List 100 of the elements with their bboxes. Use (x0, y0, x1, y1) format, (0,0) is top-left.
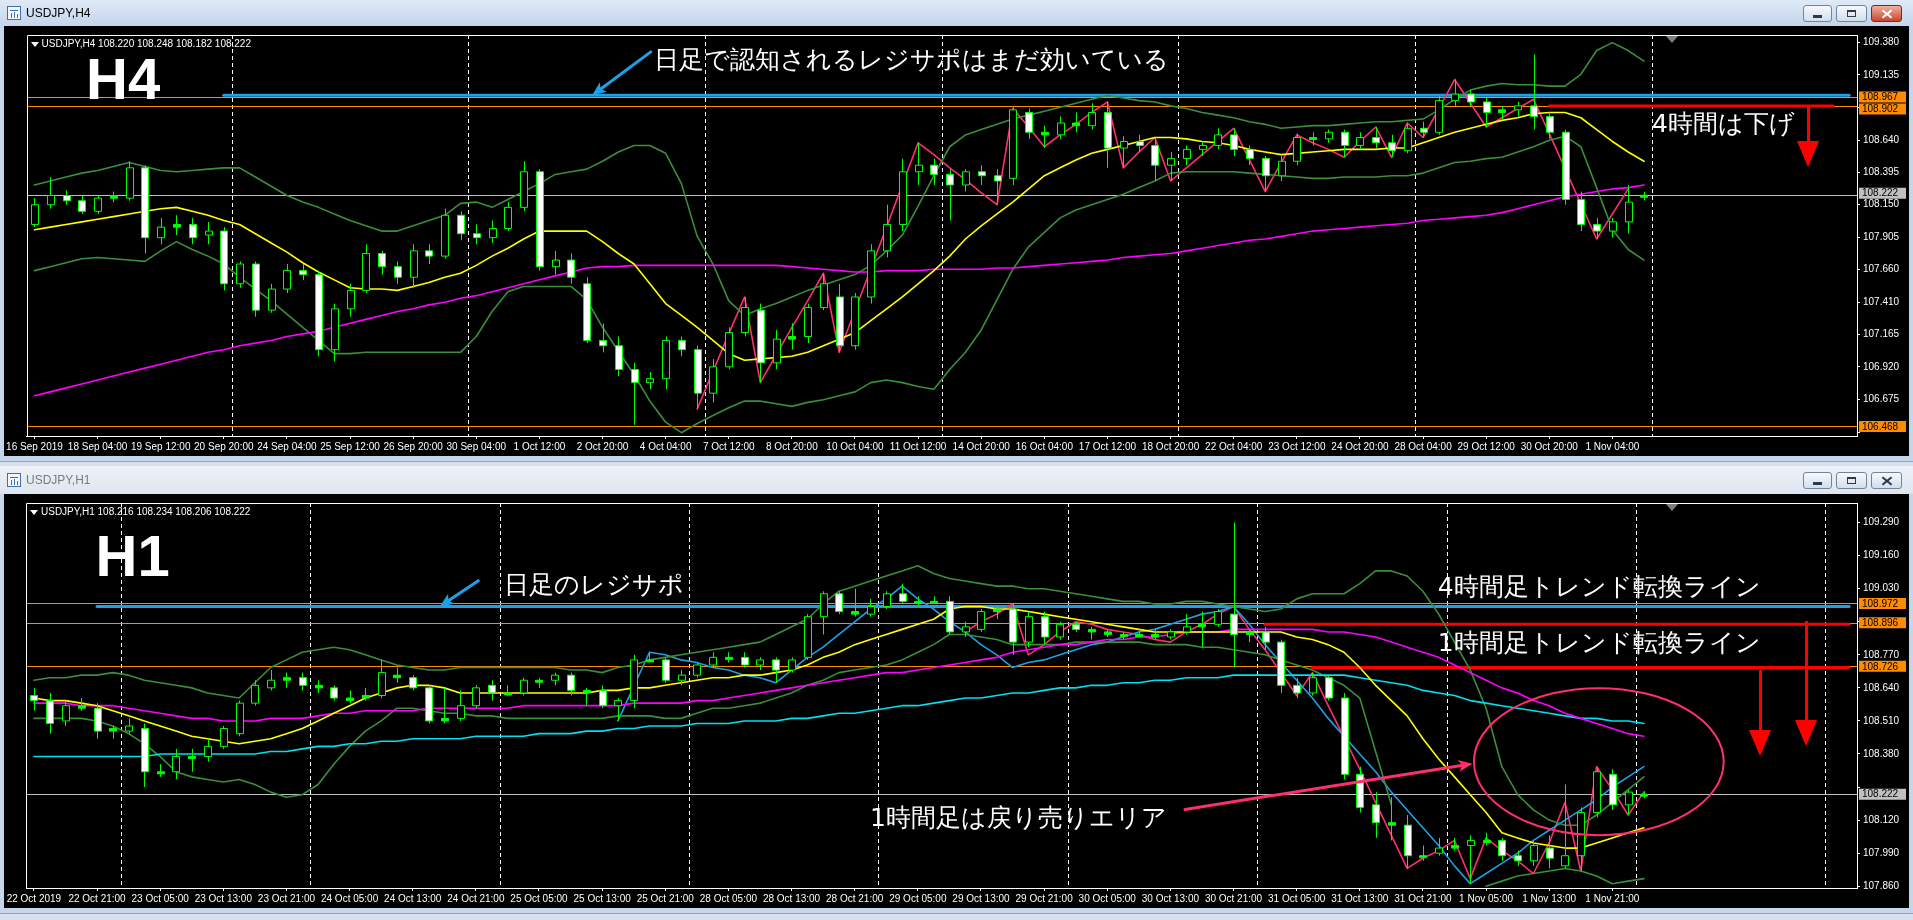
chart-subtitle: USDJPY,H4 108.220 108.248 108.182 108.222 (41, 37, 252, 49)
ref-line-label: 108.896 (1862, 617, 1899, 629)
candlestick (220, 725, 228, 750)
y-tick-label: 106.920 (1863, 360, 1900, 372)
annotation: 日足のレジサポ (503, 570, 684, 600)
y-tick-label: 108.120 (1863, 813, 1900, 825)
x-tick-label: 25 Oct 21:00 (636, 892, 695, 904)
candlestick (1293, 133, 1301, 166)
x-tick-label: 26 Sep 20:00 (383, 440, 444, 452)
x-tick-label: 10 Oct 04:00 (826, 440, 885, 452)
ref-line-label: 108.967 (1862, 91, 1899, 103)
annotation: 1時間足トレンド転換ライン (1437, 627, 1761, 657)
candlestick (1262, 626, 1270, 651)
candlestick (378, 659, 386, 699)
y-tick-label: 108.395 (1863, 166, 1900, 178)
x-tick-label: 29 Oct 05:00 (889, 892, 947, 904)
x-tick-label: 24 Oct 05:00 (320, 892, 379, 904)
candlestick (283, 263, 291, 294)
x-tick-label: 24 Sep 04:00 (257, 440, 318, 452)
x-tick-label: 18 Sep 04:00 (67, 440, 128, 452)
y-tick-label: 106.675 (1863, 392, 1900, 404)
y-tick-label: 107.410 (1863, 296, 1900, 307)
x-tick-label: 22 Oct 2019 (6, 892, 62, 904)
x-tick-label: 25 Oct 05:00 (510, 892, 569, 904)
x-tick-label: 20 Sep 20:00 (194, 440, 254, 452)
candlestick (772, 656, 780, 684)
x-tick-label: 1 Nov 04:00 (1585, 440, 1640, 452)
candlestick (1530, 54, 1538, 131)
ref-line-label: 108.222 (1862, 187, 1899, 199)
candlestick (1609, 217, 1617, 239)
candlestick (1230, 127, 1238, 157)
candlestick (173, 214, 181, 236)
ref-line-label: 106.468 (1862, 420, 1899, 432)
candlestick (1025, 108, 1033, 140)
candlestick (851, 588, 859, 618)
x-tick-label: 28 Oct 13:00 (762, 892, 821, 904)
candlestick (977, 608, 985, 633)
x-tick-label: 31 Oct 05:00 (1268, 892, 1326, 904)
y-tick-label: 108.150 (1863, 198, 1900, 210)
x-tick-label: 1 Nov 21:00 (1585, 892, 1640, 904)
candlestick (1388, 796, 1396, 841)
x-tick-label: 14 Oct 20:00 (952, 440, 1011, 452)
candlestick (615, 336, 623, 377)
y-tick-label: 107.860 (1863, 879, 1900, 891)
x-tick-label: 23 Oct 05:00 (131, 892, 190, 904)
x-tick-label: 30 Oct 21:00 (1204, 892, 1263, 904)
ref-line-label: 108.222 (1862, 788, 1899, 800)
y-tick-label: 108.640 (1863, 681, 1900, 693)
y-tick-label: 107.165 (1863, 328, 1900, 340)
x-tick-label: 30 Oct 05:00 (1078, 892, 1137, 904)
x-tick-label: 25 Oct 13:00 (573, 892, 632, 904)
annotation: H1 (95, 522, 170, 588)
x-tick-label: 30 Oct 13:00 (1141, 892, 1200, 904)
y-tick-label: 107.990 (1863, 846, 1900, 858)
y-tick-label: 108.380 (1863, 747, 1900, 759)
y-tick-label: 109.160 (1863, 549, 1900, 561)
x-tick-label: 24 Oct 13:00 (384, 892, 442, 904)
x-tick-label: 22 Oct 21:00 (68, 892, 127, 904)
y-tick-label: 107.905 (1863, 230, 1900, 242)
chart-subtitle: USDJPY,H1 108.216 108.234 108.206 108.222 (41, 505, 251, 517)
y-tick-label: 109.380 (1863, 36, 1900, 48)
y-tick-label: 108.510 (1863, 714, 1900, 726)
x-tick-label: 28 Oct 05:00 (699, 892, 758, 904)
candlestick (425, 243, 433, 265)
x-tick-label: 24 Oct 21:00 (447, 892, 505, 904)
candlestick (457, 689, 465, 722)
x-tick-label: 23 Oct 21:00 (257, 892, 316, 904)
candlestick (1325, 674, 1333, 702)
candlestick (78, 195, 86, 215)
x-tick-label: 23 Oct 13:00 (194, 892, 253, 904)
x-tick-label: 29 Oct 21:00 (1015, 892, 1074, 904)
x-tick-label: 7 Oct 12:00 (702, 440, 756, 452)
x-tick-label: 16 Sep 2019 (6, 440, 64, 452)
y-tick-label: 108.770 (1863, 648, 1900, 660)
x-tick-label: 29 Oct 12:00 (1457, 440, 1516, 452)
candlestick (1120, 135, 1128, 169)
x-tick-label: 30 Oct 20:00 (1520, 440, 1579, 452)
x-tick-label: 1 Nov 13:00 (1522, 892, 1577, 904)
candlestick (1483, 97, 1491, 128)
ref-line-label: 108.902 (1862, 103, 1899, 115)
y-tick-label: 108.640 (1863, 133, 1900, 145)
ref-line-label: 108.726 (1862, 660, 1899, 672)
candlestick (1593, 217, 1601, 240)
candlestick (1214, 127, 1222, 150)
ref-line-label: 108.972 (1862, 597, 1899, 609)
x-tick-label: 28 Oct 21:00 (826, 892, 884, 904)
annotation: 4時間は下げ (1651, 108, 1795, 138)
annotation: 日足で認知されるレジサポはまだ効いている (654, 44, 1170, 74)
candlestick (662, 656, 670, 684)
y-tick-label: 109.135 (1863, 68, 1900, 80)
x-tick-label: 25 Sep 12:00 (320, 440, 381, 452)
x-tick-label: 29 Oct 13:00 (952, 892, 1011, 904)
x-tick-label: 31 Oct 13:00 (1331, 892, 1389, 904)
candlestick (788, 322, 796, 351)
x-tick-label: 28 Oct 04:00 (1394, 440, 1453, 452)
x-tick-label: 8 Oct 20:00 (766, 440, 819, 452)
x-tick-label: 22 Oct 04:00 (1205, 440, 1263, 452)
x-tick-label: 30 Sep 04:00 (446, 440, 507, 452)
x-tick-label: 2 Oct 20:00 (576, 440, 629, 452)
x-tick-label: 31 Oct 21:00 (1394, 892, 1452, 904)
